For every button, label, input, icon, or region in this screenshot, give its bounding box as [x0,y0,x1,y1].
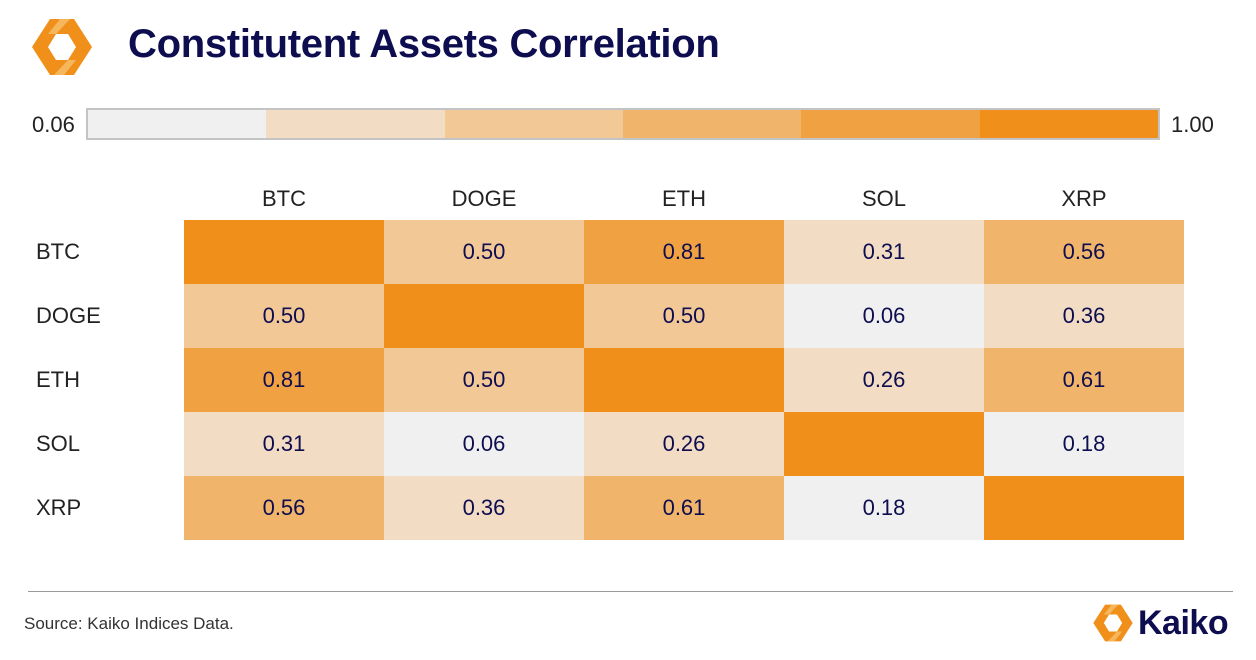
heatmap-cell: 0.18 [784,476,984,540]
column-header: XRP [1061,186,1107,211]
heatmap-cell: 0.50 [384,220,584,284]
heatmap-cell: 0.36 [984,284,1184,348]
heatmap-cell [184,220,384,284]
heatmap-cell: 0.06 [384,412,584,476]
kaiko-logo-icon [1093,604,1133,642]
heatmap-cell: 0.26 [584,412,784,476]
heatmap-cell: 0.50 [384,348,584,412]
scale-segment [622,110,802,138]
heatmap-cell: 0.56 [984,220,1184,284]
heatmap-cell [384,284,584,348]
heatmap-cell: 0.81 [184,348,384,412]
heatmap-cell: 0.18 [984,412,1184,476]
scale-segment [979,110,1158,138]
color-scale-bar [86,108,1160,140]
scale-segment [801,110,980,138]
page-title: Constitutent Assets Correlation [128,22,720,66]
column-header: BTC [262,186,306,211]
heatmap-cell [784,412,984,476]
heatmap-cell: 0.31 [184,412,384,476]
heatmap-cell: 0.06 [784,284,984,348]
heatmap-cell: 0.31 [784,220,984,284]
heatmap-cell [584,348,784,412]
source-note: Source: Kaiko Indices Data. [24,614,234,633]
heatmap-cell: 0.61 [984,348,1184,412]
heatmap-cell: 0.61 [584,476,784,540]
heatmap-cell: 0.26 [784,348,984,412]
footer-divider [28,591,1233,592]
kaiko-logo-icon [32,19,92,75]
scale-segment [266,110,445,138]
heatmap-cell [984,476,1184,540]
heatmap-cell: 0.81 [584,220,784,284]
brand-logo: Kaiko [1092,600,1242,646]
row-header: BTC [36,239,80,264]
heatmap-cell: 0.56 [184,476,384,540]
row-header: DOGE [36,303,101,328]
scale-segment [88,110,267,138]
heatmap-cell: 0.50 [184,284,384,348]
column-header: SOL [861,186,907,211]
scale-min-label: 0.06 [32,112,75,137]
brand-name: Kaiko [1138,603,1229,642]
scale-segment [444,110,623,138]
column-header: ETH [662,186,706,211]
scale-max-label: 1.00 [1171,112,1214,137]
heatmap-cell: 0.36 [384,476,584,540]
row-header: XRP [36,495,82,520]
heatmap-cell: 0.50 [584,284,784,348]
row-header: ETH [36,367,80,392]
row-header: SOL [36,431,81,456]
column-header: DOGE [451,186,517,211]
